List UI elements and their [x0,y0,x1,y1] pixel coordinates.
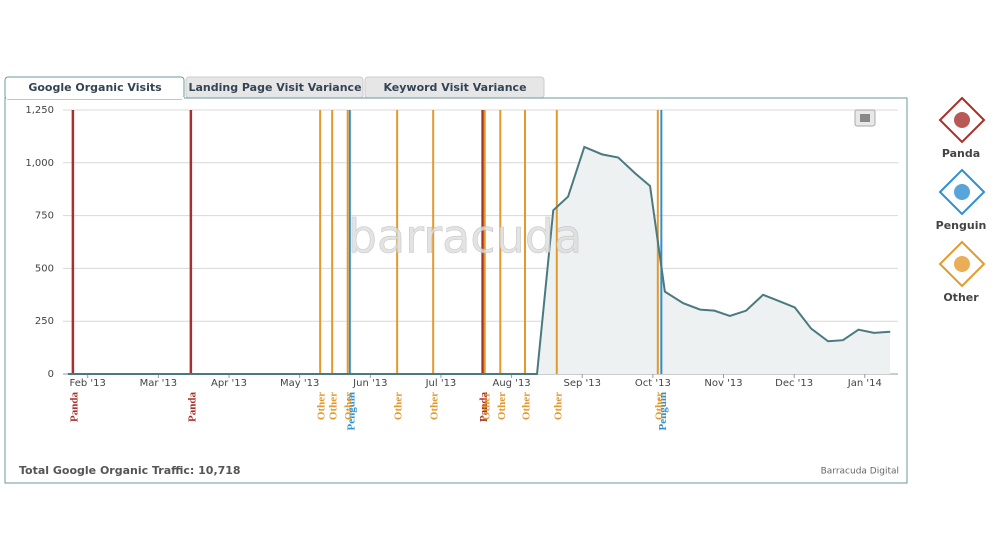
panel [4,97,908,484]
x-tick-label: Jul '13 [425,378,457,389]
event-label: Other [521,392,533,420]
y-tick-label: 250 [35,316,54,327]
x-tick-label: Mar '13 [140,378,178,389]
x-tick-label: Nov '13 [704,378,742,389]
x-tick-label: May '13 [280,378,319,389]
total-traffic: Total Google Organic Traffic: 10,718 [19,464,241,477]
event-label: Penguin [657,392,669,431]
legend-label[interactable]: Penguin [936,219,987,232]
legend-icon-center [954,112,970,128]
y-tick-label: 0 [48,369,54,380]
x-tick-label: Feb '13 [70,378,106,389]
x-tick-label: Oct '13 [635,378,671,389]
event-label: Penguin [345,392,357,431]
tab-label[interactable]: Landing Page Visit Variance [188,81,361,94]
y-tick-label: 500 [35,263,54,274]
x-tick-label: Jan '14 [847,378,882,389]
event-label: Other [496,392,508,420]
tab-label[interactable]: Google Organic Visits [28,81,162,94]
x-tick-label: Apr '13 [211,378,247,389]
event-label: Panda [186,392,198,422]
credit: Barracuda Digital [821,467,899,477]
print-icon [860,114,870,122]
line [67,145,891,375]
x-tick-label: Jun '13 [352,378,387,389]
event-label: Other [480,392,492,420]
event-label: Other [552,392,564,420]
plot: 0 250 500 750 1,000 1,250 Feb '13 Mar '13 Apr '1… [25,105,898,431]
event-label: Other [343,392,355,420]
legend: Panda Penguin Other [936,96,987,304]
y-tick-label: 1,250 [25,105,54,116]
x-tick-label: Aug '13 [492,378,530,389]
x-tick-label: Sep '13 [563,378,601,389]
x-tick-label: Dec '13 [775,378,813,389]
event-label: Other [328,392,340,420]
watermark: barracuda [348,210,582,264]
legend-label[interactable]: Other [943,291,979,304]
legend-icon-center [954,256,970,272]
y-tick-label: 1,000 [25,158,54,169]
event-label: Other [429,392,441,420]
event-label: Other [653,392,665,420]
y-tick-label: 750 [35,211,54,222]
event-label: Other [393,392,405,420]
legend-label[interactable]: Panda [942,147,980,160]
tab-label[interactable]: Keyword Visit Variance [383,81,526,94]
event-label: Panda [478,392,490,422]
area [67,146,891,374]
event-label: Panda [68,392,80,422]
legend-icon-center [954,184,970,200]
event-label: Other [316,392,328,420]
